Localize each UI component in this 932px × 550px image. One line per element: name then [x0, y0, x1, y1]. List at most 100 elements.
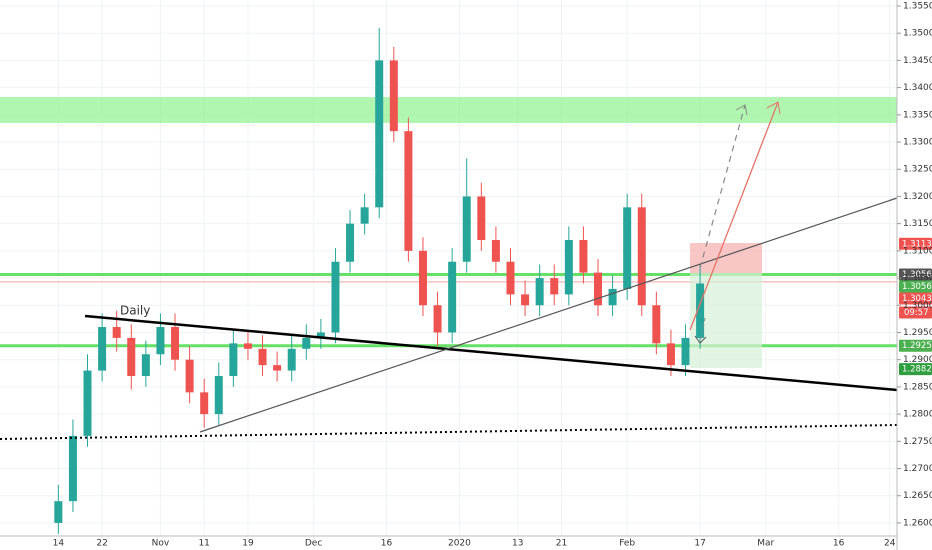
price-tag-label: 1.31130 [902, 239, 932, 249]
candle-body [316, 332, 325, 338]
x-tick-label: Mar [757, 539, 774, 549]
candle-body [564, 239, 573, 295]
candle-body [433, 305, 442, 333]
candle-body [608, 288, 617, 306]
annotation: Daily [120, 304, 150, 318]
candle-body [200, 392, 209, 415]
candle-body [112, 327, 121, 338]
candle-body [156, 327, 165, 355]
projection-arrow [689, 101, 779, 331]
candle-body [98, 327, 107, 371]
candle-body [696, 283, 705, 338]
candle-body [273, 365, 282, 371]
y-tick-label: 1.31500 [903, 219, 932, 229]
x-tick-label: 11 [198, 539, 209, 549]
x-tick-label: Dec [305, 539, 322, 549]
price-tag-label: 1.30566 [902, 282, 932, 292]
price-tag [899, 292, 932, 305]
y-tick-label: 1.29000 [903, 355, 932, 365]
candle-body [535, 278, 544, 306]
countdown-tag [899, 306, 932, 319]
candle-body [331, 261, 340, 333]
candle-body [681, 337, 690, 366]
y-tick-label: 1.34000 [903, 83, 932, 93]
price-tag [899, 280, 932, 293]
candle-body [375, 60, 384, 208]
candle-body [666, 343, 675, 366]
y-tick-label: 1.26500 [903, 491, 932, 501]
y-tick-label: 1.33000 [903, 138, 932, 148]
y-tick-label: 1.28000 [903, 410, 932, 420]
x-tick-label: Nov [152, 539, 170, 549]
candle-body [550, 278, 559, 295]
price-tag-label: 1.29257 [902, 341, 932, 351]
candle-body [652, 305, 661, 344]
candle-body [141, 354, 150, 377]
y-tick-label: 1.32500 [903, 165, 932, 175]
candle-body [54, 501, 63, 523]
candle-body [389, 60, 398, 132]
x-tick-label: 14 [53, 539, 65, 549]
candle-body [83, 370, 92, 436]
candle-body [258, 348, 267, 366]
y-tick-label: 1.35000 [903, 29, 932, 39]
candle-body [579, 239, 588, 273]
y-tick-label: 1.27000 [903, 464, 932, 474]
candle-body [346, 223, 355, 262]
y-tick-label: 1.31000 [903, 246, 932, 256]
x-tick-label: 2020 [448, 539, 471, 549]
price-tag-label: 1.30566 [902, 270, 932, 280]
candles [54, 27, 705, 534]
y-tick-label: 1.35500 [903, 1, 932, 11]
candle-body [462, 196, 471, 262]
x-tick-label: 16 [381, 539, 393, 549]
candle-body [302, 337, 311, 349]
y-tick-label: 1.32000 [903, 192, 932, 202]
arrow-head [694, 335, 707, 344]
candle-body [477, 196, 486, 240]
price-tag-label: 1.28826 [902, 365, 932, 375]
candle-body [404, 131, 413, 251]
resistance-zone [0, 97, 897, 123]
arrow-head [766, 101, 781, 115]
candle-body [214, 376, 223, 415]
candle-body [594, 272, 602, 306]
y-tick-label: 1.33500 [903, 110, 932, 120]
candle-body [491, 239, 500, 262]
y-tick-label: 1.28500 [903, 382, 932, 392]
trendline [84, 314, 898, 392]
countdown: 09:57 [904, 308, 929, 318]
x-tick-label: 13 [512, 539, 523, 549]
y-tick-label: 1.27500 [903, 437, 932, 447]
candle-body [171, 327, 180, 360]
candle-body [360, 207, 369, 224]
x-tick-label: 24 [884, 539, 896, 549]
price-tag [899, 237, 932, 250]
y-tick-label: 1.34500 [903, 56, 932, 66]
candle-body [229, 343, 238, 377]
candle-body [521, 294, 530, 306]
y-tick-label: 1.29500 [903, 328, 932, 338]
x-tick-label: 16 [833, 539, 845, 549]
projection-arrow [699, 317, 706, 344]
candle-body [68, 435, 77, 502]
x-tick-label: 22 [96, 539, 107, 549]
candle-body [506, 261, 515, 295]
price-tag [899, 363, 932, 376]
x-tick-label: Feb [619, 539, 635, 549]
trendline [199, 197, 898, 433]
candle-body [637, 207, 646, 306]
candle-body [185, 359, 194, 393]
x-tick-label: 19 [242, 539, 254, 549]
x-tick-label: 17 [694, 539, 705, 549]
candle-body [623, 207, 632, 289]
y-tick-label: 1.26000 [903, 518, 932, 528]
arrow-head [735, 104, 748, 116]
price-tag [899, 268, 932, 281]
candle-body [287, 348, 296, 371]
stop-zone [690, 243, 762, 273]
x-tick-label: 21 [556, 539, 567, 549]
